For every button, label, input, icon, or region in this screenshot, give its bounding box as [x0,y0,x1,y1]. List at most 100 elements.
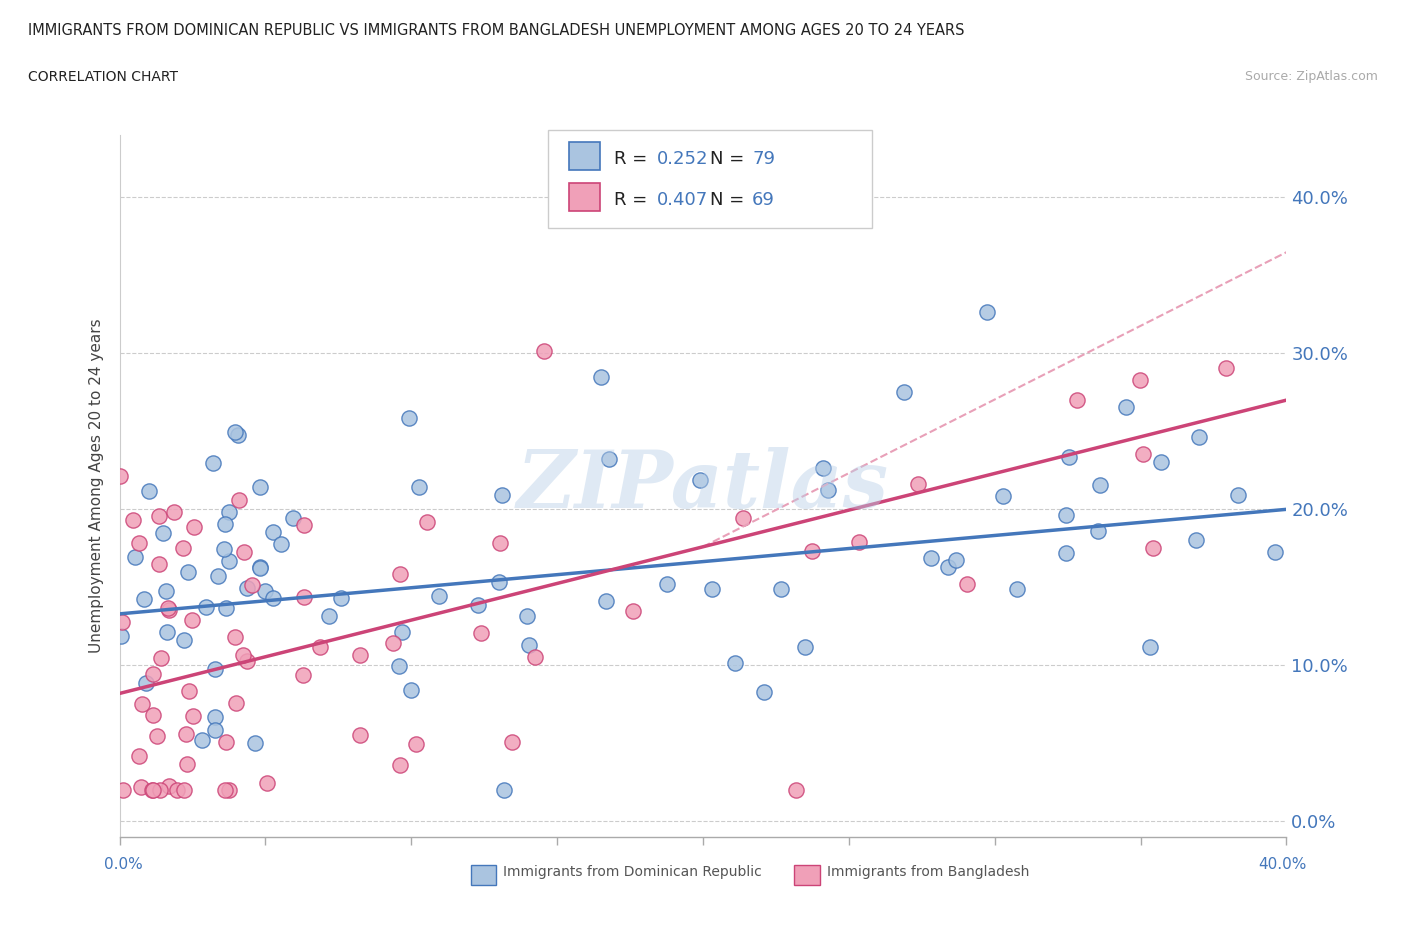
Point [811,461,834,476]
Point [800,543,823,558]
Point [349,648,371,663]
Point [181,709,204,724]
Text: 0.252: 0.252 [657,150,709,167]
Point [1142,540,1164,555]
Point [149,783,172,798]
Point [391,624,413,639]
Point [770,582,793,597]
Point [121,512,143,527]
Point [308,639,330,654]
Point [589,370,612,385]
Y-axis label: Unemployment Among Ages 20 to 24 years: Unemployment Among Ages 20 to 24 years [89,319,104,653]
Point [1059,449,1081,464]
Point [142,667,165,682]
Point [253,584,276,599]
Point [1226,488,1249,503]
Text: R =: R = [614,150,654,167]
Point [218,505,240,520]
Point [256,776,278,790]
Point [148,556,170,571]
Point [401,683,423,698]
Point [292,668,315,683]
Point [524,649,547,664]
Point [202,456,225,471]
Point [218,553,240,568]
Point [408,480,430,495]
Point [657,577,679,591]
Point [215,601,238,616]
Point [177,565,200,579]
Point [138,484,160,498]
Point [204,710,226,724]
Point [1188,430,1211,445]
Text: Immigrants from Dominican Republic: Immigrants from Dominican Republic [503,865,762,879]
Point [141,783,163,798]
Point [218,783,240,798]
Point [249,479,271,494]
Point [294,590,316,604]
Point [329,591,352,605]
Point [1066,392,1088,407]
Point [235,581,257,596]
Point [207,568,229,583]
Point [956,577,979,591]
Point [232,647,254,662]
Point [936,559,959,574]
Point [240,578,263,592]
Point [533,344,555,359]
Point [1139,639,1161,654]
Point [427,589,450,604]
Point [226,428,249,443]
Point [243,736,266,751]
Point [470,626,492,641]
Text: ZIPatlas: ZIPatlas [517,447,889,525]
Text: CORRELATION CHART: CORRELATION CHART [28,70,179,84]
Point [235,654,257,669]
Point [848,535,870,550]
Point [1054,546,1077,561]
Point [157,601,180,616]
Point [183,520,205,535]
Point [976,304,998,319]
Point [598,451,620,466]
Point [893,385,915,400]
Text: IMMIGRANTS FROM DOMINICAN REPUBLIC VS IMMIGRANTS FROM BANGLADESH UNEMPLOYMENT AM: IMMIGRANTS FROM DOMINICAN REPUBLIC VS IM… [28,23,965,38]
Point [292,518,315,533]
Point [174,727,197,742]
Point [176,757,198,772]
Point [1088,478,1111,493]
Text: 0.0%: 0.0% [104,857,143,872]
Point [214,783,236,798]
Point [920,551,942,565]
Point [991,488,1014,503]
Point [491,487,513,502]
Point [110,614,132,629]
Point [214,735,236,750]
Text: 69: 69 [752,191,775,208]
Point [1132,446,1154,461]
Text: 0.407: 0.407 [657,191,707,208]
Point [204,723,226,737]
Point [793,640,815,655]
Text: 79: 79 [752,150,775,167]
Point [595,593,617,608]
Point [405,737,427,751]
Point [398,410,420,425]
Point [131,697,153,711]
Text: 40.0%: 40.0% [1258,857,1306,872]
Point [733,511,755,525]
Point [1115,399,1137,414]
Point [124,550,146,565]
Point [752,684,775,699]
Point [173,783,195,798]
Point [388,658,411,673]
Point [945,553,967,568]
Point [689,472,711,487]
Point [416,514,439,529]
Point [157,603,180,618]
Text: Source: ZipAtlas.com: Source: ZipAtlas.com [1244,70,1378,83]
Text: N =: N = [710,191,749,208]
Point [173,632,195,647]
Point [817,483,839,498]
Point [191,732,214,747]
